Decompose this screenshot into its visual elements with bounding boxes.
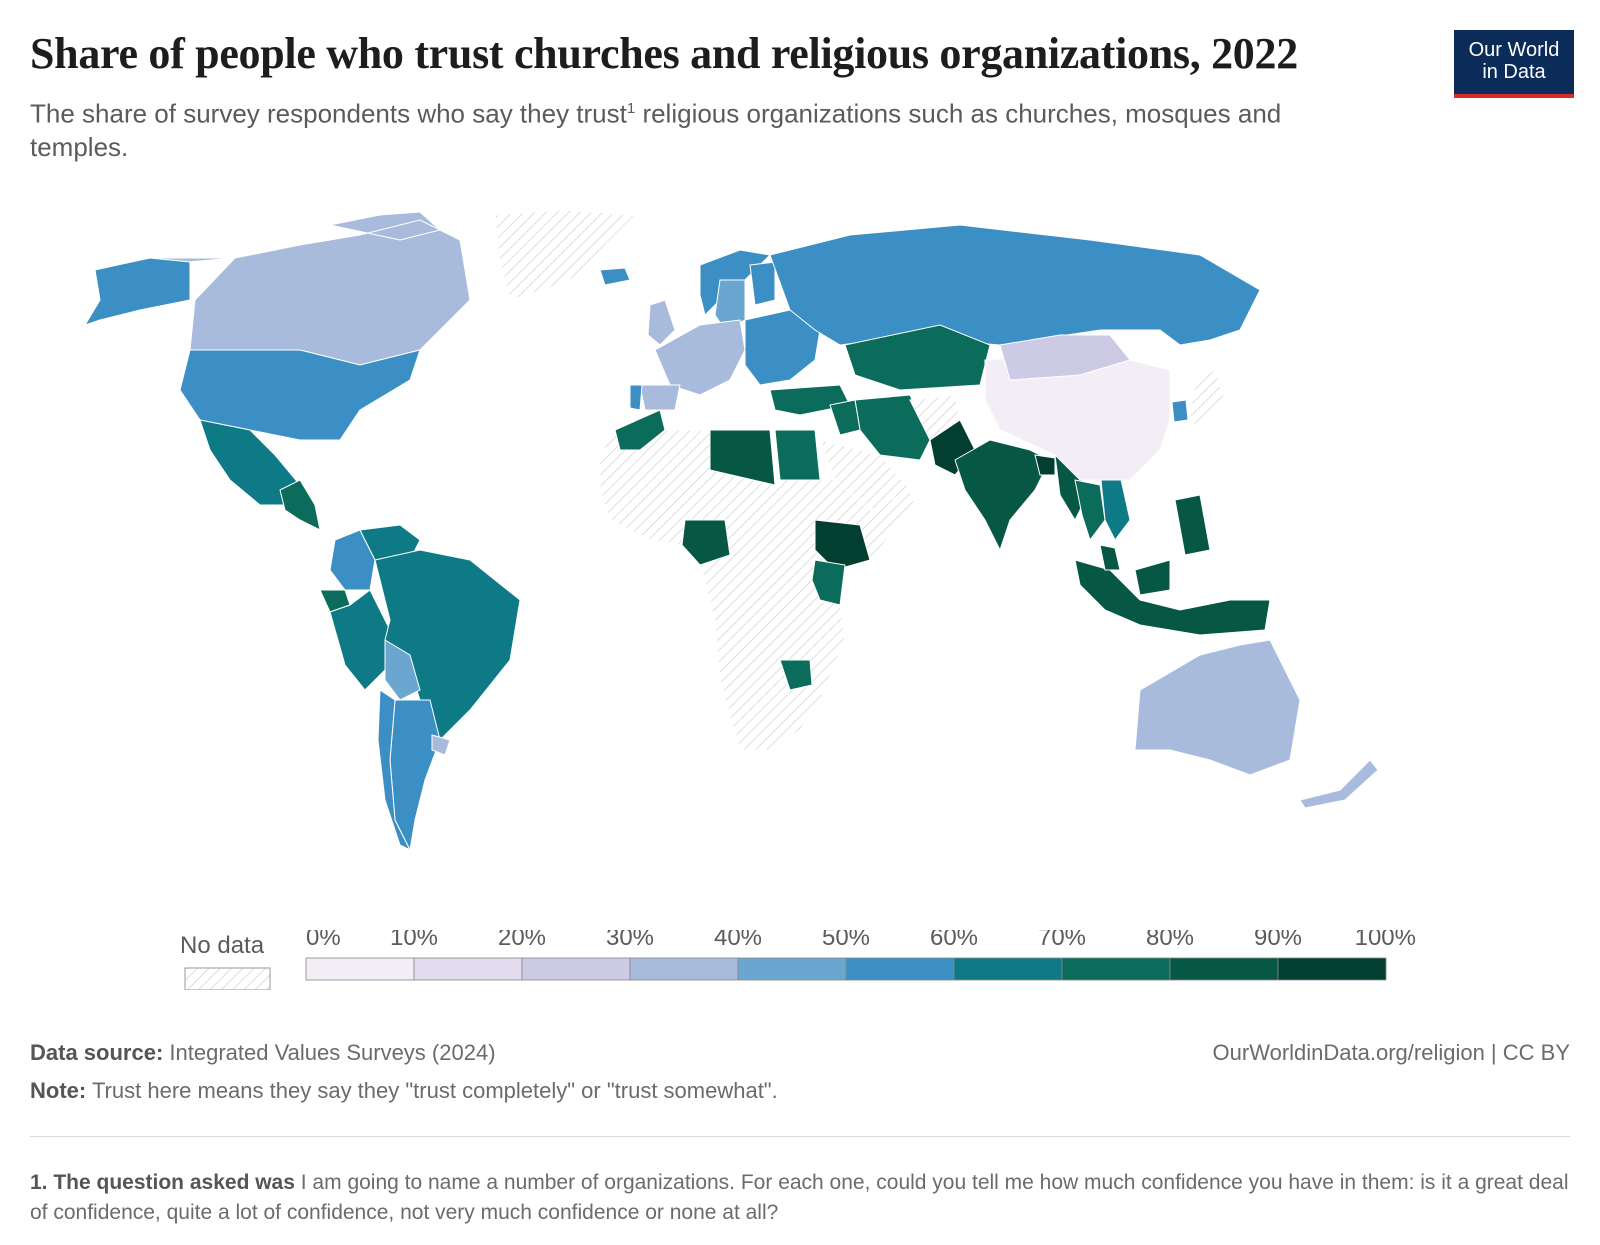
- legend-bin-2[interactable]: [522, 958, 630, 980]
- legend-no-data-label: No data: [180, 932, 265, 959]
- legend-bin-5[interactable]: [846, 958, 954, 980]
- legend-tick-label: 30%: [606, 930, 654, 951]
- note-text: Trust here means they say they "trust co…: [92, 1078, 778, 1103]
- chart-subtitle: The share of survey respondents who say …: [30, 92, 1370, 164]
- country-finland[interactable]: [750, 262, 775, 305]
- subtitle-text: The share of survey respondents who say …: [30, 99, 627, 129]
- country-japan[interactable]: [1190, 370, 1225, 430]
- country-central-america[interactable]: [280, 480, 320, 530]
- country-iraq[interactable]: [830, 400, 860, 435]
- divider: [30, 1136, 1570, 1137]
- chart-title: Share of people who trust churches and r…: [30, 28, 1298, 79]
- legend-bin-8[interactable]: [1170, 958, 1278, 980]
- country-south-korea[interactable]: [1172, 400, 1188, 422]
- legend-no-data-swatch[interactable]: [185, 968, 270, 990]
- color-legend: No data 0% 10% 20% 30% 40% 50% 60% 70% 80% 90% 100…: [0, 930, 1600, 990]
- note-label: Note:: [30, 1078, 86, 1103]
- legend-bin-3[interactable]: [630, 958, 738, 980]
- legend-tick-label: 40%: [714, 930, 762, 951]
- chart-note: Note: Trust here means they say they "tr…: [30, 1078, 778, 1104]
- footnote-marker[interactable]: 1: [627, 100, 635, 117]
- logo-line-1: Our World: [1454, 39, 1574, 61]
- legend-tick-label: 20%: [498, 930, 546, 951]
- legend-tick-label: 10%: [390, 930, 438, 951]
- country-united-kingdom[interactable]: [648, 300, 675, 345]
- legend-tick-label: 80%: [1146, 930, 1194, 951]
- country-portugal[interactable]: [630, 385, 642, 410]
- legend-bin-9[interactable]: [1278, 958, 1386, 980]
- country-australia[interactable]: [1135, 640, 1300, 775]
- legend-tick-label: 90%: [1254, 930, 1302, 951]
- legend-bin-4[interactable]: [738, 958, 846, 980]
- legend-bin-0[interactable]: [306, 958, 414, 980]
- country-spain[interactable]: [640, 385, 680, 410]
- country-philippines[interactable]: [1175, 495, 1210, 555]
- source-text[interactable]: Integrated Values Surveys (2024): [169, 1040, 495, 1065]
- footnote-label: 1. The question asked was: [30, 1171, 295, 1194]
- country-egypt[interactable]: [775, 430, 820, 480]
- legend-tick-label: 0%: [306, 930, 341, 951]
- world-map[interactable]: [0, 200, 1600, 880]
- legend-tick-label: 100%: [1355, 930, 1416, 951]
- credit-link[interactable]: OurWorldinData.org/religion | CC BY: [1213, 1040, 1570, 1066]
- legend-tick-label: 60%: [930, 930, 978, 951]
- legend-bin-6[interactable]: [954, 958, 1062, 980]
- country-greenland[interactable]: [495, 210, 635, 300]
- country-new-zealand[interactable]: [1300, 760, 1378, 808]
- footnote: 1. The question asked was I am going to …: [30, 1168, 1570, 1228]
- legend-bin-7[interactable]: [1062, 958, 1170, 980]
- legend-tick-label: 70%: [1038, 930, 1086, 951]
- data-source: Data source: Integrated Values Surveys (…: [30, 1040, 496, 1066]
- country-iceland[interactable]: [600, 268, 630, 285]
- country-russia[interactable]: [770, 225, 1260, 345]
- legend-bin-1[interactable]: [414, 958, 522, 980]
- owid-logo[interactable]: Our World in Data: [1454, 30, 1574, 98]
- country-indonesia[interactable]: [1075, 560, 1270, 635]
- logo-line-2: in Data: [1454, 61, 1574, 83]
- source-label: Data source:: [30, 1040, 163, 1065]
- legend-tick-label: 50%: [822, 930, 870, 951]
